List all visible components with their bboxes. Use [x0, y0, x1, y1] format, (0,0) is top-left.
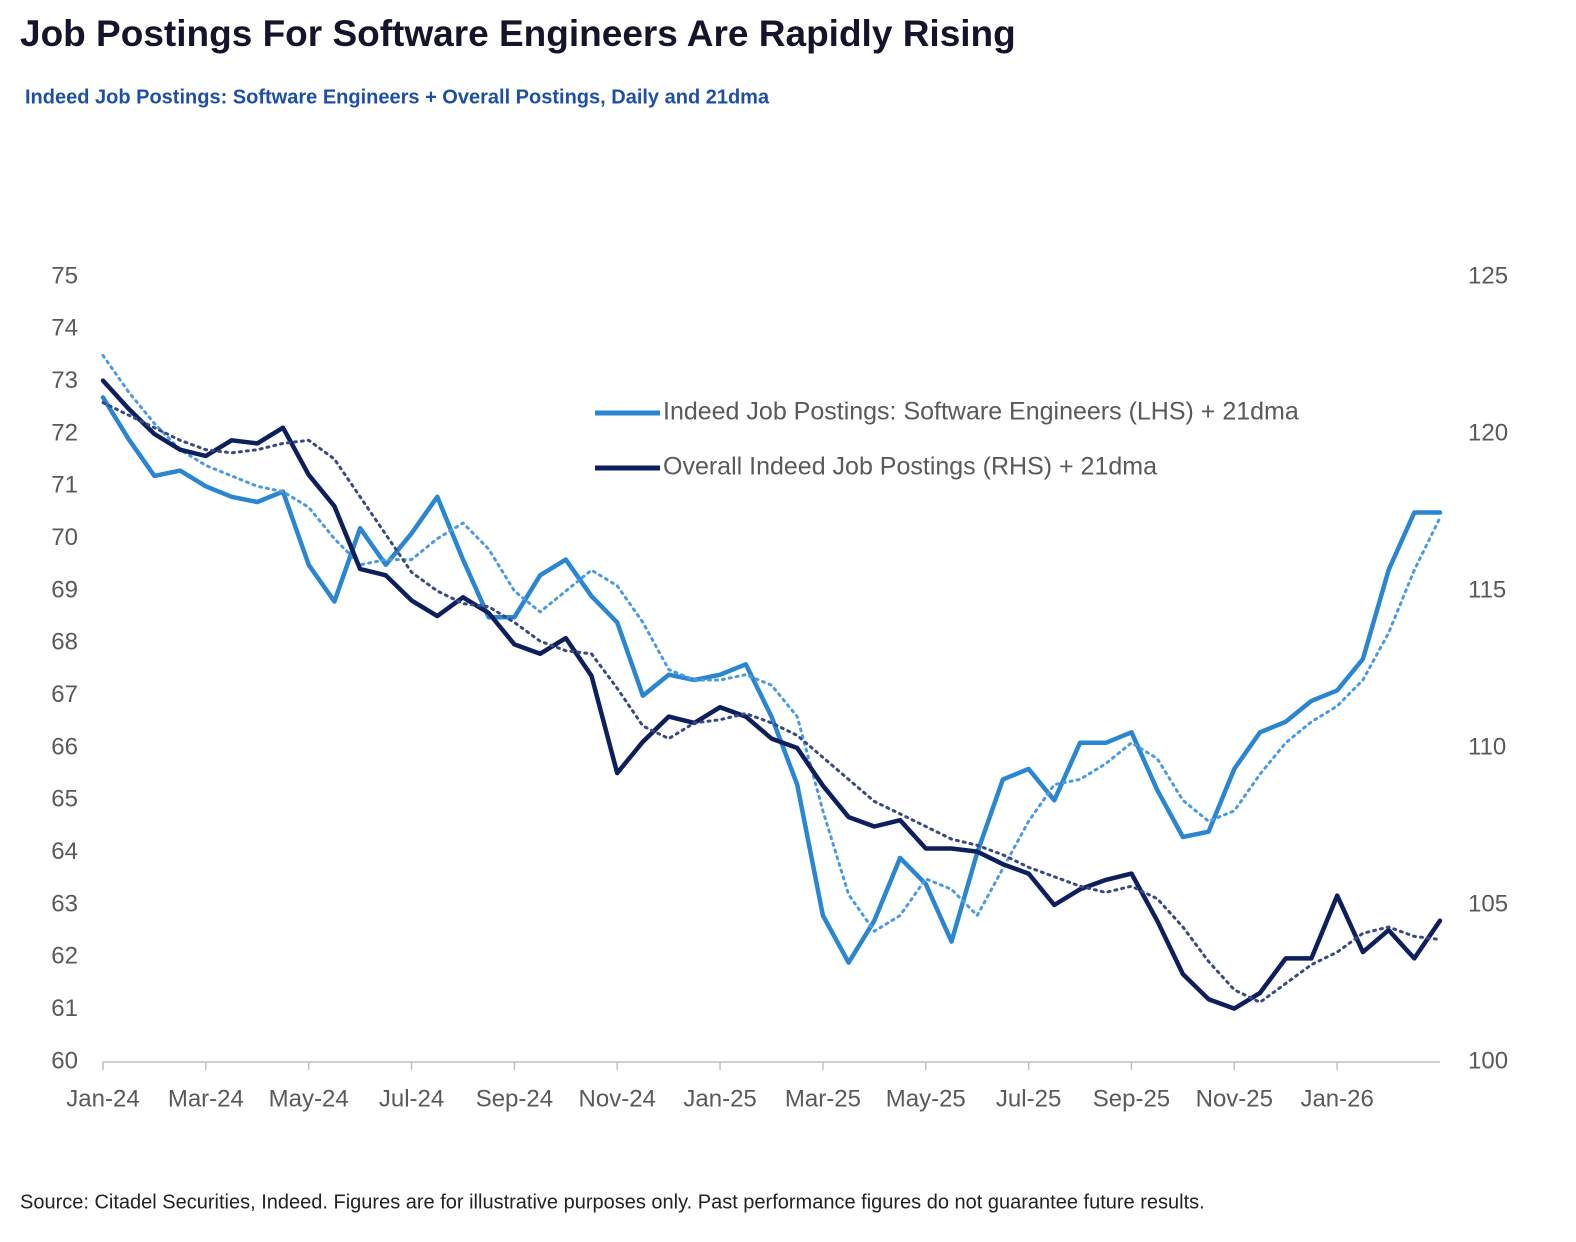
chart-subtitle: Indeed Job Postings: Software Engineers …	[25, 86, 770, 108]
y-tick-label: 75	[51, 262, 78, 289]
y-tick-label: 66	[51, 733, 78, 760]
y-tick-label: 67	[51, 681, 78, 708]
x-tick-label: May-24	[269, 1085, 349, 1112]
x-tick-label: Mar-24	[168, 1085, 244, 1112]
y-tick-label: 70	[51, 524, 78, 551]
y2-tick-label: 100	[1468, 1047, 1508, 1074]
y-tick-label: 62	[51, 943, 78, 970]
x-tick-label: Jan-25	[683, 1085, 756, 1112]
series-line	[100, 395, 1443, 965]
y2-tick-label: 110	[1468, 733, 1506, 760]
source-note: Source: Citadel Securities, Indeed. Figu…	[20, 1191, 1205, 1213]
y-tick-label: 71	[51, 472, 78, 499]
legend-label: Overall Indeed Job Postings (RHS) + 21dm…	[663, 453, 1157, 481]
y2-tick-label: 120	[1468, 419, 1508, 446]
y-tick-label: 60	[51, 1047, 78, 1074]
y-tick-label: 69	[51, 576, 78, 603]
y-tick-label: 65	[51, 786, 78, 813]
y-tick-label: 72	[51, 419, 78, 446]
y2-tick-label: 105	[1468, 890, 1508, 917]
y2-tick-label: 125	[1468, 262, 1508, 289]
x-tick-label: Jan-26	[1300, 1085, 1373, 1112]
y-tick-label: 73	[51, 367, 78, 394]
x-tick-label: Sep-25	[1093, 1085, 1170, 1112]
chart-title: Job Postings For Software Engineers Are …	[20, 13, 1016, 54]
y-tick-label: 68	[51, 629, 78, 656]
x-tick-label: Nov-25	[1196, 1085, 1273, 1112]
y-tick-label: 64	[51, 838, 78, 865]
x-tick-label: Jul-24	[379, 1085, 444, 1112]
x-tick-label: Mar-25	[785, 1085, 861, 1112]
moving-average-line	[101, 401, 1442, 1004]
y-tick-label: 74	[51, 315, 78, 342]
legend-label: Indeed Job Postings: Software Engineers …	[663, 398, 1299, 426]
x-tick-label: Jul-25	[996, 1085, 1061, 1112]
y-tick-label: 61	[51, 995, 78, 1022]
moving-average-line	[101, 354, 1442, 933]
y-tick-label: 63	[51, 890, 78, 917]
x-tick-label: Sep-24	[476, 1085, 553, 1112]
y2-tick-label: 115	[1468, 576, 1506, 603]
x-tick-label: Jan-24	[66, 1085, 139, 1112]
series-line	[100, 378, 1443, 1011]
x-tick-label: May-25	[886, 1085, 966, 1112]
x-tick-label: Nov-24	[579, 1085, 656, 1112]
